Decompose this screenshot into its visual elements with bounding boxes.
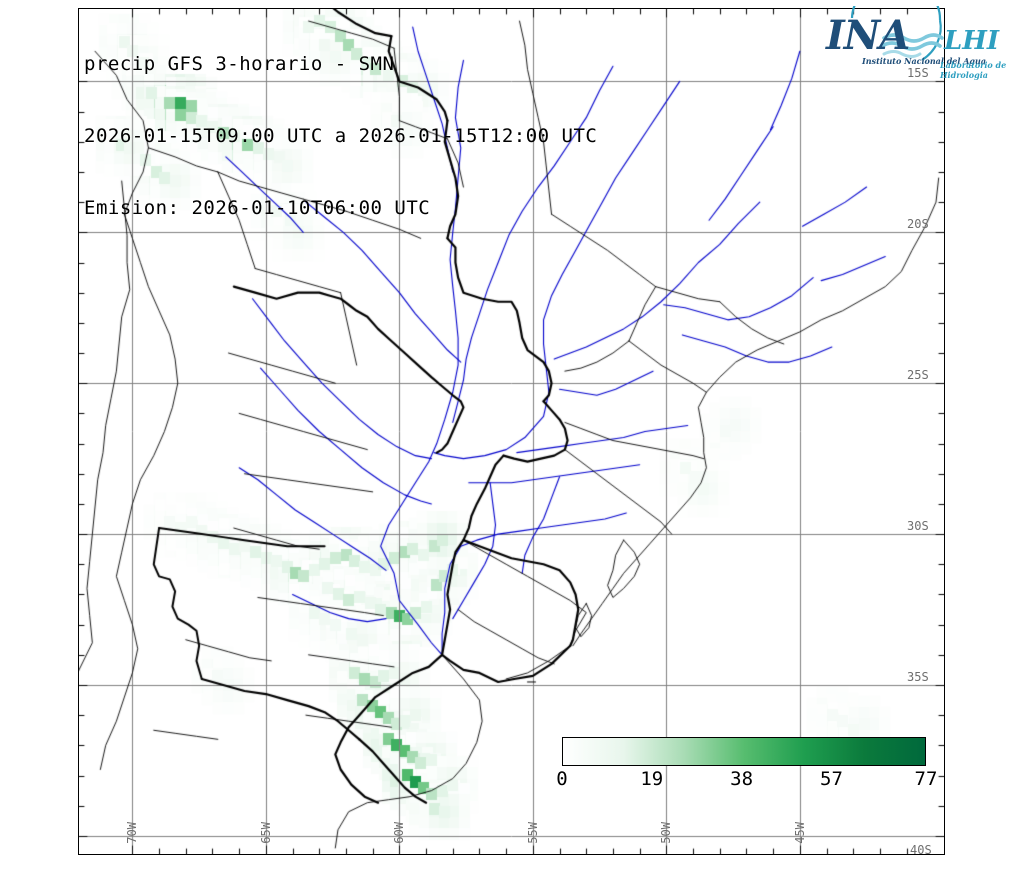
ina-lhi-logo: INA Instituto Nacional del Agua LHI Labo…: [822, 6, 1018, 80]
precipitation-colorbar: [562, 737, 926, 766]
lat-label-35S: 35S: [907, 670, 929, 684]
logo-ina-text: INA: [826, 12, 910, 59]
precipitation-map-canvas[interactable]: [79, 9, 944, 854]
lon-label-60W: 60W: [392, 822, 407, 844]
corner-axis-label: 40S: [910, 843, 932, 857]
logo-graphic: [850, 6, 944, 61]
logo-ina-subtitle: Instituto Nacional del Agua: [862, 56, 986, 66]
lat-label-20S: 20S: [907, 217, 929, 232]
lon-label-70W: 70W: [125, 822, 140, 844]
colorbar-tick-77: 77: [914, 768, 938, 790]
lon-label-50W: 50W: [659, 822, 674, 844]
title-line-3: Emision: 2026-01-10T06:00 UTC: [84, 197, 431, 219]
chart-title-block: precip GFS 3-horario - SMN 2026-01-15T09…: [84, 4, 597, 268]
lat-label-15S: 15S: [907, 66, 929, 81]
colorbar-tick-38: 38: [730, 768, 754, 790]
logo-lhi-text: LHI: [944, 26, 1000, 56]
lat-label-30S: 30S: [907, 519, 929, 534]
title-line-2: 2026-01-15T09:00 UTC a 2026-01-15T12:00 …: [84, 125, 598, 147]
colorbar-tick-0: 0: [556, 768, 568, 790]
map-plot-frame[interactable]: [78, 8, 945, 855]
colorbar-tick-19: 19: [640, 768, 664, 790]
colorbar-tick-labels: 0 19 38 57 77: [556, 768, 937, 792]
logo-lhi-subtitle: Laboratorio de Hidrologia: [940, 60, 1007, 80]
lat-label-25S: 25S: [907, 368, 929, 383]
lon-label-45W: 45W: [792, 822, 807, 844]
lon-label-55W: 55W: [525, 822, 540, 844]
title-line-1: precip GFS 3-horario - SMN: [84, 53, 395, 75]
colorbar-gradient: [562, 737, 926, 766]
colorbar-tick-57: 57: [820, 768, 843, 790]
lon-label-65W: 65W: [258, 822, 273, 844]
